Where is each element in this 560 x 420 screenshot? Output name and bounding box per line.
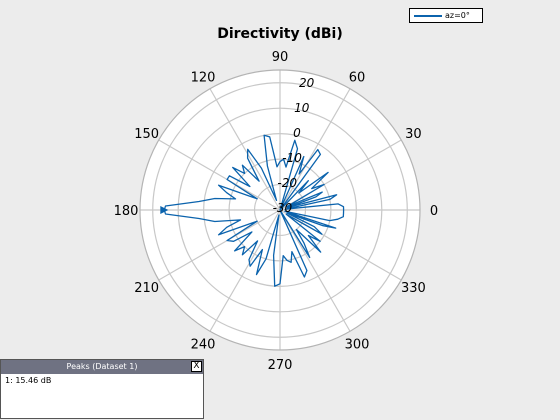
- ring--10: [228, 158, 332, 262]
- radial-tick-label: -10: [282, 151, 302, 165]
- angle-tick-label: 120: [191, 71, 216, 86]
- spoke-150: [158, 139, 281, 211]
- close-button[interactable]: X: [191, 361, 202, 372]
- peaks-panel-title: Peaks (Dataset 1) X: [1, 360, 203, 374]
- tick-labels: 0 30 60 90 120 150 180 210 240 270 300 330 -30 -20 -10…: [114, 50, 439, 373]
- spoke-60: [279, 88, 351, 211]
- angle-tick-label: 270: [268, 358, 293, 373]
- radial-tick-label: -30: [273, 201, 293, 215]
- peak-marker[interactable]: [160, 206, 169, 214]
- spoke-120: [209, 88, 281, 211]
- legend-label: az=0°: [445, 11, 470, 20]
- spoke-210: [158, 209, 281, 281]
- peaks-panel[interactable]: Peaks (Dataset 1) X 1: 15.46 dB: [0, 359, 204, 419]
- radial-tick-label: 0: [293, 126, 301, 140]
- legend-swatch: [414, 14, 442, 17]
- ring-10: [177, 107, 383, 313]
- legend: az=0°: [409, 8, 483, 23]
- chart-title: Directivity (dBi): [217, 26, 343, 42]
- angle-tick-label: 240: [191, 337, 216, 352]
- series-layer: [160, 134, 345, 287]
- angle-tick-label: 150: [134, 127, 159, 142]
- angle-tick-label: 210: [134, 281, 159, 296]
- ring--20: [253, 183, 307, 237]
- angle-tick-label: 180: [114, 204, 139, 219]
- outer-ring: [139, 69, 421, 351]
- angle-tick-label: 90: [272, 50, 289, 65]
- ring-20: [152, 82, 408, 338]
- angle-tick-label: 30: [405, 127, 422, 142]
- spoke-240: [209, 209, 281, 332]
- angle-tick-label: 0: [430, 204, 438, 219]
- radial-tick-label: 20: [299, 76, 315, 90]
- angle-tick-label: 300: [345, 337, 370, 352]
- radial-tick-label: -20: [277, 176, 297, 190]
- radial-tick-label: 10: [294, 101, 310, 115]
- angle-tick-label: 60: [349, 71, 366, 86]
- peaks-entry: 1: 15.46 dB: [5, 376, 52, 385]
- angle-tick-label: 330: [401, 281, 426, 296]
- spoke-300: [279, 209, 351, 332]
- ring-0: [203, 133, 357, 287]
- peaks-title-text: Peaks (Dataset 1): [66, 362, 138, 371]
